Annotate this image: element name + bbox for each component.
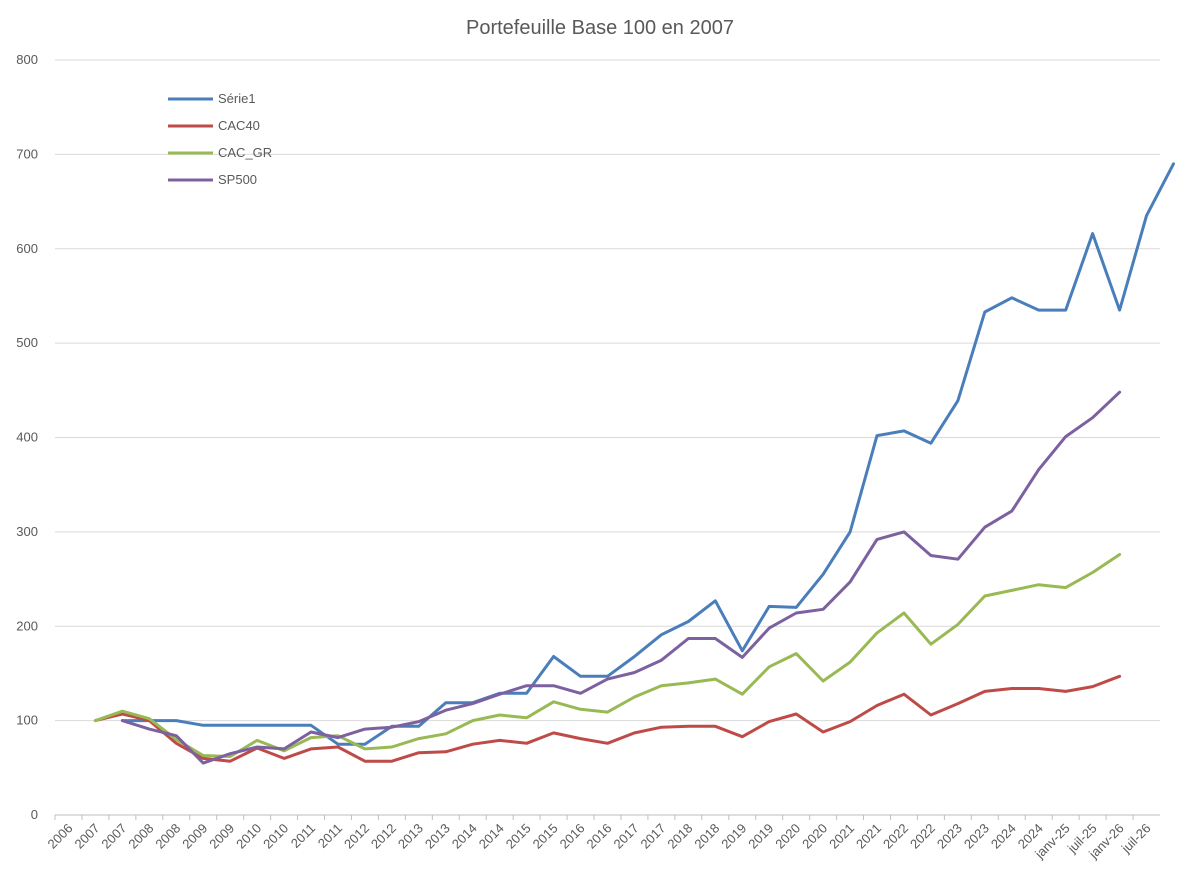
x-tick-label: 2019 bbox=[745, 821, 776, 852]
chart-title: Portefeuille Base 100 en 2007 bbox=[466, 17, 734, 39]
series-lines bbox=[93, 162, 1175, 765]
x-tick-label: 2007 bbox=[71, 821, 102, 852]
x-tick-label: 2021 bbox=[826, 821, 857, 852]
legend-label: SP500 bbox=[218, 172, 257, 187]
y-axis-ticks: 0 100 200 300 400 500 600 700 800 bbox=[16, 52, 38, 822]
x-tick-label: 2016 bbox=[557, 821, 588, 852]
x-tick-label: 2018 bbox=[664, 821, 695, 852]
gridlines bbox=[55, 59, 1160, 816]
x-tick-label: 2013 bbox=[422, 821, 453, 852]
legend-label: CAC_GR bbox=[218, 145, 272, 160]
y-tick-label: 100 bbox=[16, 713, 38, 728]
x-tick-label: 2006 bbox=[45, 821, 76, 852]
x-tick-label: 2011 bbox=[315, 821, 345, 851]
y-tick-label: 800 bbox=[16, 52, 38, 67]
x-tick-label: 2020 bbox=[772, 821, 803, 852]
legend-label: CAC40 bbox=[218, 118, 260, 133]
x-tick-label: 2024 bbox=[988, 821, 1019, 852]
series-line-s-rie1 bbox=[120, 162, 1175, 746]
series-line-sp500 bbox=[120, 390, 1122, 765]
y-tick-label: 0 bbox=[31, 807, 38, 822]
y-tick-label: 200 bbox=[16, 618, 38, 633]
x-tick-label: 2016 bbox=[584, 821, 615, 852]
x-tick-label: 2014 bbox=[476, 821, 507, 852]
x-tick-label: 2014 bbox=[449, 821, 480, 852]
x-tick-label: 2023 bbox=[961, 821, 992, 852]
x-tick-label: 2010 bbox=[233, 821, 264, 852]
x-tick-label: 2009 bbox=[206, 821, 237, 852]
x-tick-label: 2022 bbox=[907, 821, 938, 852]
x-tick-label: 2008 bbox=[125, 821, 156, 852]
x-tick-label: 2017 bbox=[611, 821, 642, 852]
x-tick-label: 2023 bbox=[934, 821, 965, 852]
y-tick-label: 700 bbox=[16, 146, 38, 161]
x-tick-label: juil-26 bbox=[1118, 821, 1154, 857]
x-tick-label: 2018 bbox=[691, 821, 722, 852]
x-tick-label: 2012 bbox=[341, 821, 372, 852]
y-tick-label: 500 bbox=[16, 335, 38, 350]
x-tick-label: 2021 bbox=[853, 821, 884, 852]
y-tick-label: 400 bbox=[16, 430, 38, 445]
y-tick-label: 300 bbox=[16, 524, 38, 539]
x-tick-label: 2015 bbox=[503, 821, 534, 852]
x-tick-label: 2008 bbox=[152, 821, 183, 852]
x-axis-ticks: 2006200720072008200820092009201020102011… bbox=[45, 815, 1154, 862]
x-tick-label: 2022 bbox=[880, 821, 911, 852]
y-tick-label: 600 bbox=[16, 241, 38, 256]
x-tick-label: 2010 bbox=[260, 821, 291, 852]
x-tick-label: 2017 bbox=[637, 821, 668, 852]
x-tick-label: 2019 bbox=[718, 821, 749, 852]
x-tick-label: 2013 bbox=[395, 821, 426, 852]
x-tick-label: 2011 bbox=[288, 821, 318, 851]
x-tick-label: 2007 bbox=[98, 821, 129, 852]
x-tick-label: 2015 bbox=[530, 821, 561, 852]
series-line-cac-gr bbox=[93, 553, 1122, 758]
x-tick-label: 2012 bbox=[368, 821, 399, 852]
x-tick-label: 2020 bbox=[799, 821, 830, 852]
legend: Série1 CAC40 CAC_GR SP500 bbox=[168, 91, 272, 187]
x-tick-label: 2009 bbox=[179, 821, 210, 852]
series-line-cac40 bbox=[93, 674, 1122, 763]
legend-label: Série1 bbox=[218, 91, 256, 106]
